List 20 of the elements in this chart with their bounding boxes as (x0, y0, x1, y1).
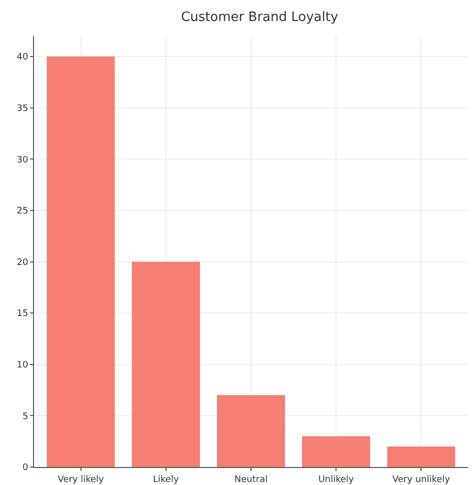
y-tick-label: 25 (16, 206, 28, 217)
x-tick-label: Likely (153, 474, 180, 485)
bar (387, 446, 456, 467)
y-tick-label: 20 (16, 258, 28, 268)
y-tick-label: 0 (22, 463, 28, 474)
y-tick-label: 5 (22, 412, 28, 422)
bar (132, 262, 200, 467)
x-tick-label: Unlikely (318, 474, 355, 485)
x-tick-label: Neutral (234, 474, 268, 485)
bar (302, 436, 370, 467)
y-tick-label: 15 (16, 309, 28, 320)
bar (216, 395, 286, 467)
x-tick-label: Very unlikely (392, 474, 451, 485)
chart-title: Customer Brand Loyalty (181, 10, 338, 26)
y-tick-label: 30 (16, 155, 28, 166)
y-tick-label: 40 (16, 52, 28, 63)
x-tick-label: Very likely (58, 474, 105, 485)
y-tick-label: 35 (16, 104, 28, 114)
y-tick-label: 10 (16, 360, 28, 371)
bar (46, 56, 115, 467)
